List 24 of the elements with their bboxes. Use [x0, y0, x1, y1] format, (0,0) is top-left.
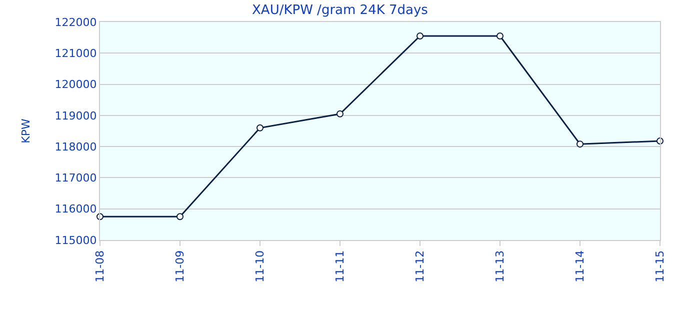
y-tick-label: 122000: [54, 16, 97, 29]
chart-title: XAU/KPW /gram 24K 7days: [252, 2, 428, 18]
x-tick-label: 11-14: [574, 250, 587, 282]
y-tick-label: 116000: [54, 202, 97, 216]
x-tick-label: 11-13: [494, 250, 507, 282]
point: [336, 110, 344, 118]
x-tick-label: 11-09: [174, 250, 187, 282]
y-axis-title: KPW: [19, 118, 32, 144]
y-tick-label: 118000: [54, 140, 97, 154]
y-tick-label: 117000: [54, 172, 97, 185]
y-tick-label: 120000: [54, 78, 97, 92]
point: [256, 124, 264, 132]
point: [576, 140, 584, 148]
x-tick-label: 11-15: [654, 250, 667, 282]
x-tick-label: 11-08: [94, 250, 107, 282]
x-tick-label: 11-10: [254, 250, 267, 282]
y-tick-label: 115000: [54, 234, 97, 247]
point: [416, 32, 424, 40]
y-tick-label: 119000: [54, 109, 97, 122]
y-tick-label: 121000: [54, 46, 97, 60]
point: [496, 32, 504, 40]
x-tick-label: 11-11: [334, 250, 347, 282]
x-tick-label: 11-12: [414, 250, 427, 282]
point: [176, 213, 184, 220]
